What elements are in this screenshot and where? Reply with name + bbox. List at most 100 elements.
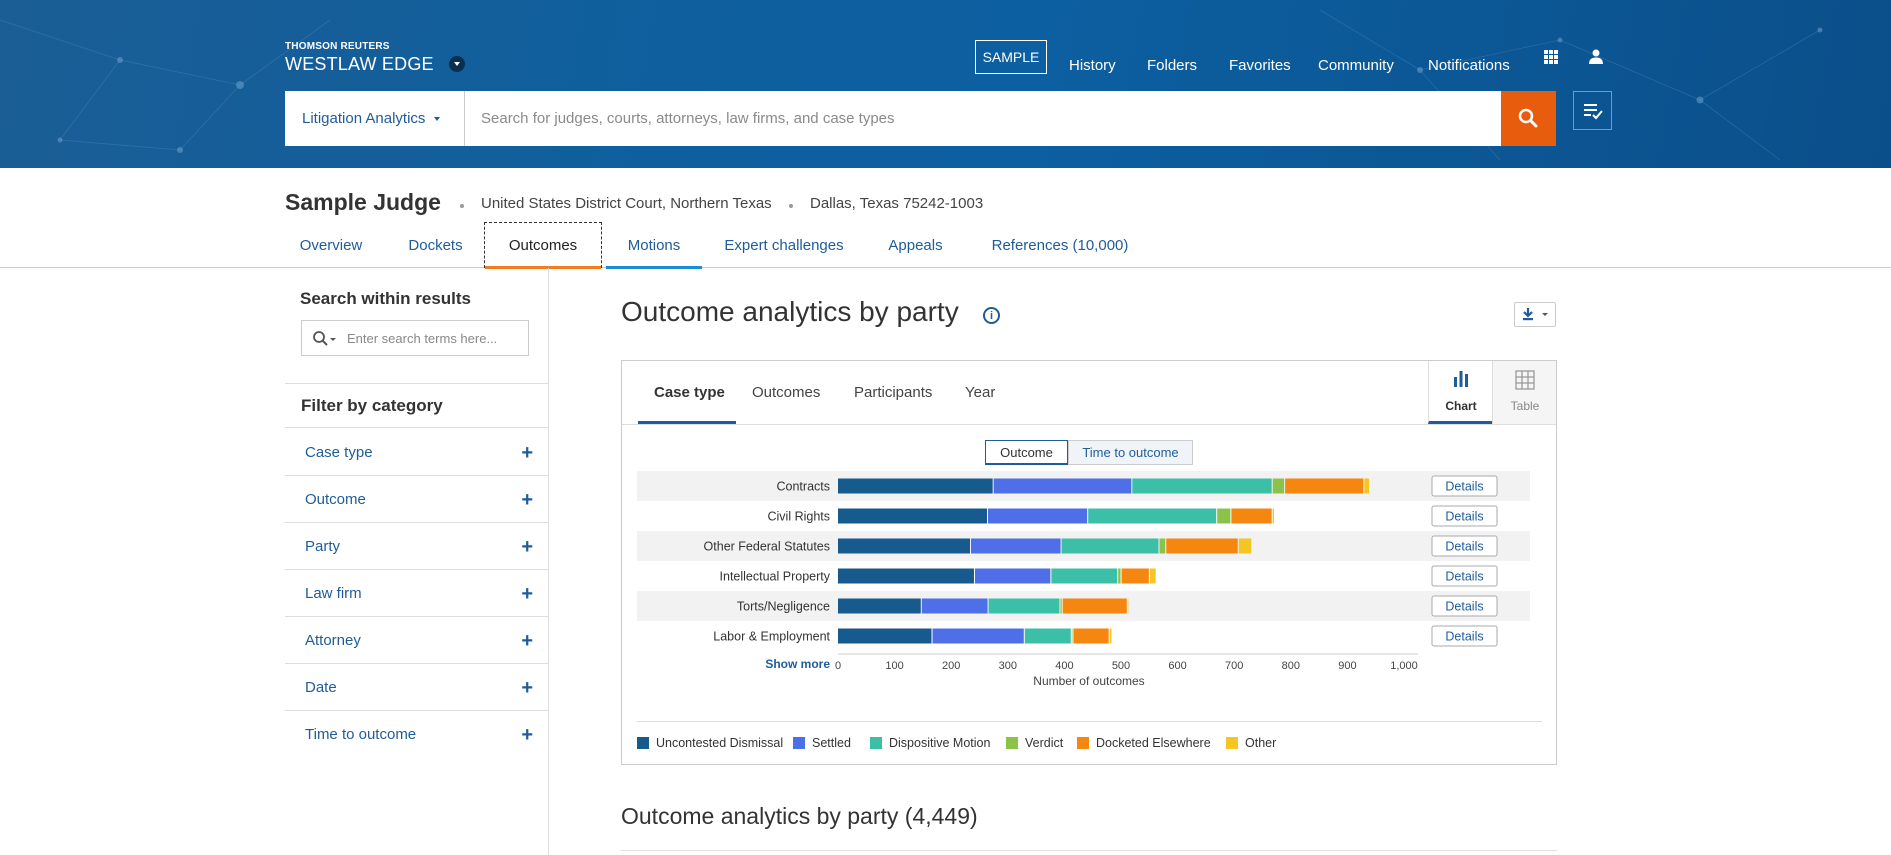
bar-segment[interactable] <box>1061 538 1159 554</box>
plus-icon[interactable]: + <box>521 442 533 464</box>
bar-segment[interactable] <box>1088 508 1217 524</box>
filter-date[interactable]: Date + <box>285 664 549 711</box>
bar-segment[interactable] <box>1231 508 1272 524</box>
show-more-link[interactable]: Show more <box>765 657 830 671</box>
bar-segment[interactable] <box>932 628 1024 644</box>
search-options-icon[interactable] <box>312 330 338 348</box>
bar-segment[interactable] <box>1166 538 1238 554</box>
filter-case-type[interactable]: Case type + <box>285 429 549 476</box>
bar-segment[interactable] <box>1127 598 1129 614</box>
user-profile-icon[interactable] <box>1589 49 1603 64</box>
bar-segment[interactable] <box>1238 538 1252 554</box>
nav-notifications[interactable]: Notifications <box>1428 57 1510 74</box>
product-switcher-caret-icon[interactable] <box>449 56 465 72</box>
bar-segment[interactable] <box>838 508 987 524</box>
legend-item[interactable]: Docketed Elsewhere <box>1077 736 1211 750</box>
legend-swatch <box>793 737 805 749</box>
bar-segment[interactable] <box>1285 478 1364 494</box>
filter-law-firm[interactable]: Law firm + <box>285 570 549 617</box>
tab-dockets[interactable]: Dockets <box>408 236 463 254</box>
search-scope-dropdown[interactable]: Litigation Analytics <box>285 91 465 146</box>
bar-segment[interactable] <box>1071 628 1073 644</box>
bar-segment[interactable] <box>1272 478 1285 494</box>
nav-community[interactable]: Community <box>1318 57 1394 74</box>
bar-segment[interactable] <box>974 568 1051 584</box>
search-input[interactable] <box>466 91 1501 146</box>
toggle-outcome[interactable]: Outcome <box>985 440 1068 465</box>
legend-item[interactable]: Settled <box>793 736 851 750</box>
panel-tab-participants[interactable]: Participants <box>854 384 933 401</box>
bar-segment[interactable] <box>1364 478 1370 494</box>
plus-icon[interactable]: + <box>521 724 533 746</box>
bar-segment[interactable] <box>838 628 932 644</box>
bar-segment[interactable] <box>838 598 921 614</box>
bar-segment[interactable] <box>993 478 1132 494</box>
plus-icon[interactable]: + <box>521 677 533 699</box>
tab-appeals[interactable]: Appeals <box>888 236 943 254</box>
bar-segment[interactable] <box>987 508 1088 524</box>
panel-tab-outcomes[interactable]: Outcomes <box>752 384 821 401</box>
search-within-input[interactable] <box>347 321 527 355</box>
legend-item[interactable]: Dispositive Motion <box>870 736 990 750</box>
nav-folders[interactable]: Folders <box>1147 57 1198 74</box>
tab-overview[interactable]: Overview <box>299 236 363 254</box>
bar-segment[interactable] <box>1159 538 1166 554</box>
bar-segment[interactable] <box>1109 628 1112 644</box>
toggle-time-to-outcome[interactable]: Time to outcome <box>1068 440 1193 465</box>
filter-time-to-outcome[interactable]: Time to outcome + <box>285 711 549 758</box>
bar-segment[interactable] <box>1132 478 1272 494</box>
legend-item[interactable]: Verdict <box>1006 736 1063 750</box>
details-button[interactable] <box>1431 535 1498 557</box>
tab-outcomes[interactable]: Outcomes <box>484 222 602 269</box>
apps-grid-icon[interactable] <box>1544 50 1558 64</box>
panel-tab-case-type[interactable]: Case type <box>654 384 725 401</box>
filter-outcome[interactable]: Outcome + <box>285 476 549 523</box>
search-button[interactable] <box>1501 91 1556 146</box>
plus-icon[interactable]: + <box>521 583 533 605</box>
plus-icon[interactable]: + <box>521 536 533 558</box>
bar-segment[interactable] <box>1024 628 1071 644</box>
bar-segment[interactable] <box>1060 598 1062 614</box>
bar-segment[interactable] <box>971 538 1061 554</box>
chart-view-button[interactable]: Chart <box>1428 361 1492 424</box>
details-button[interactable] <box>1431 625 1498 647</box>
tab-motions[interactable]: Motions <box>606 222 702 269</box>
bar-segment[interactable] <box>988 598 1060 614</box>
legend-item[interactable]: Uncontested Dismissal <box>637 736 783 750</box>
brand-product[interactable]: WESTLAW EDGE <box>285 54 434 74</box>
legend-item[interactable]: Other <box>1226 736 1276 750</box>
panel-tab-year[interactable]: Year <box>965 384 996 401</box>
bar-segment[interactable] <box>838 568 974 584</box>
x-tick-label: 300 <box>999 660 1017 672</box>
filter-attorney[interactable]: Attorney + <box>285 617 549 664</box>
section-subtitle: Outcome analytics by party (4,449) <box>621 803 978 829</box>
details-button[interactable] <box>1431 475 1498 497</box>
download-icon <box>1523 308 1548 321</box>
nav-favorites[interactable]: Favorites <box>1229 57 1291 74</box>
tab-references[interactable]: References (10,000) <box>991 236 1129 254</box>
sample-badge[interactable]: SAMPLE <box>975 40 1047 74</box>
bar-segment[interactable] <box>1051 568 1118 584</box>
bar-segment[interactable] <box>838 478 993 494</box>
plus-icon[interactable]: + <box>521 630 533 652</box>
details-button[interactable] <box>1431 565 1498 587</box>
checklist-button[interactable] <box>1573 91 1612 130</box>
bar-segment[interactable] <box>1062 598 1127 614</box>
nav-history[interactable]: History <box>1069 57 1116 74</box>
bar-segment[interactable] <box>1272 508 1274 524</box>
bar-segment[interactable] <box>1121 568 1149 584</box>
bar-segment[interactable] <box>838 538 971 554</box>
filter-party[interactable]: Party + <box>285 523 549 570</box>
bar-segment[interactable] <box>1217 508 1231 524</box>
bar-segment[interactable] <box>1149 568 1156 584</box>
details-button[interactable] <box>1431 595 1498 617</box>
info-icon[interactable]: i <box>983 307 1000 324</box>
bar-segment[interactable] <box>921 598 988 614</box>
bar-segment[interactable] <box>1073 628 1109 644</box>
table-view-button[interactable]: Table <box>1492 361 1556 424</box>
tab-expert-challenges[interactable]: Expert challenges <box>724 236 844 254</box>
bar-segment[interactable] <box>1118 568 1121 584</box>
plus-icon[interactable]: + <box>521 489 533 511</box>
details-button[interactable] <box>1431 505 1498 527</box>
download-button[interactable] <box>1514 302 1556 327</box>
